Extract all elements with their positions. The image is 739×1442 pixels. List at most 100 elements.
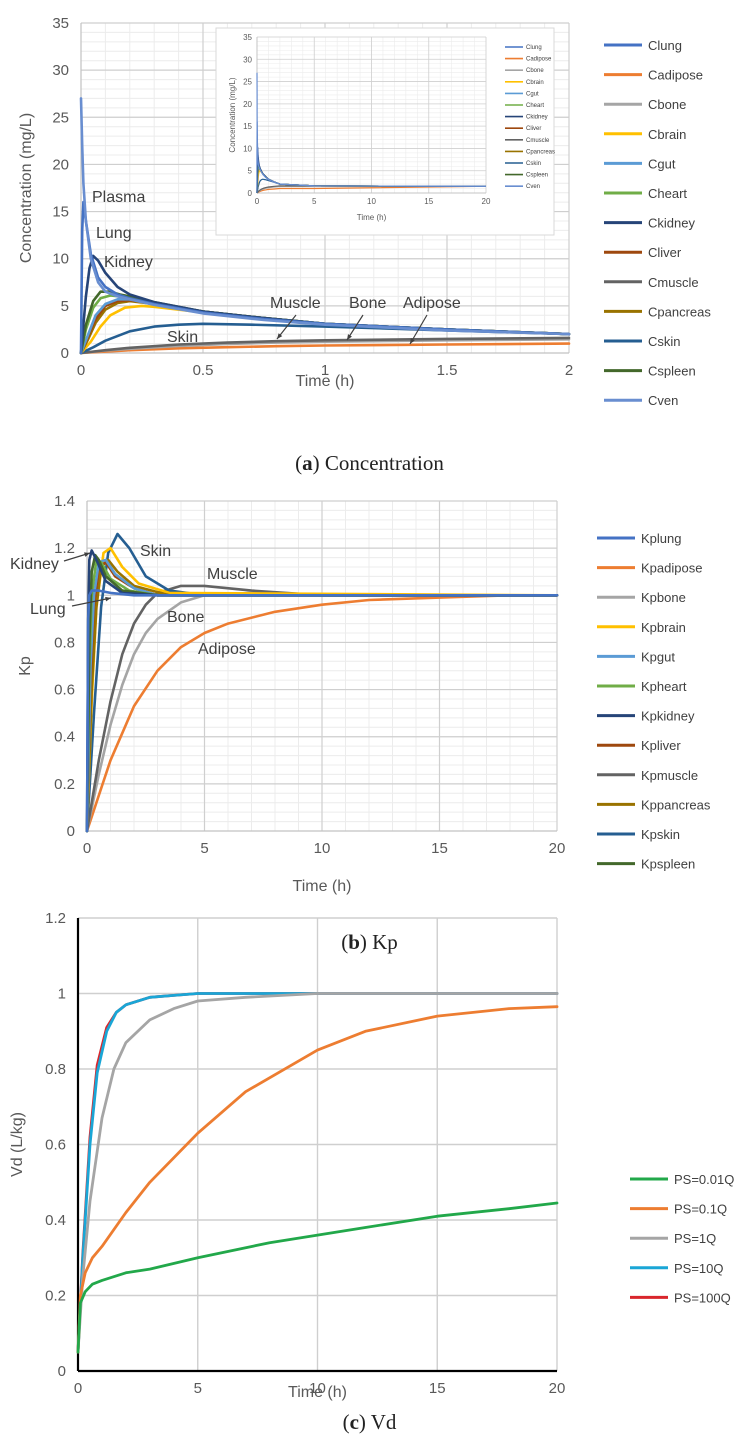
chart-b-y-tick-label: 0.8 [54,634,75,651]
chart-a-x-tick-label: 2 [565,362,573,379]
chart-c-y-tick-label: 1.2 [45,910,66,927]
chart-a-legend-label-clung: Clung [648,38,682,53]
caption-c: (c) Vd [0,1410,739,1435]
chart-b-legend-label-kpspleen: Kpspleen [641,857,695,872]
chart-b-x-axis-title: Time (h) [293,878,352,895]
chart-b-annotation-muscle: Muscle [207,566,258,583]
chart-b-legend-label-kpskin: Kpskin [641,827,680,842]
chart-a-legend-label-cpancreas: Cpancreas [648,304,711,319]
inset-legend-label-cheart: Cheart [526,103,544,109]
chart-b-legend-label-kpadipose: Kpadipose [641,561,702,576]
chart-c-y-tick-label: 1 [58,986,66,1003]
chart-c-y-tick-label: 0.6 [45,1137,66,1154]
chart-b-chart: 0 5 10 15 2000.20.40.60.811.21.4Time (h)KpKp… [10,493,711,895]
chart-a-legend-label-cliver: Cliver [648,245,682,260]
chart-a-y-tick-label: 5 [61,298,69,315]
chart-b-y-axis-title: Kp [17,656,34,676]
chart-c-y-tick-label: 0.4 [45,1212,66,1229]
chart-b-legend-label-kpbone: Kpbone [641,590,686,605]
chart-a-legend-label-cmuscle: Cmuscle [648,275,699,290]
inset-legend-label-cadipose: Cadipose [526,57,552,63]
inset-legend-label-cpancreas: Cpancreas [526,149,555,155]
chart-a-annotation-plasma: Plasma [92,189,145,206]
inset-y-tick-label: 0 [248,189,253,198]
chart-b-y-tick-label: 0.2 [54,776,75,793]
chart-a-annotation-adipose: Adipose [403,295,461,312]
chart-a-legend-label-cspleen: Cspleen [648,364,696,379]
chart-a-y-tick-label: 35 [52,15,69,32]
chart-c-legend-label-ps-0-1q: PS=0.1Q [674,1202,727,1217]
chart-a-legend-label-cadipose: Cadipose [648,68,703,83]
chart-b-x-tick-label: 20 [549,840,566,857]
caption-b-text: Kp [367,930,398,954]
chart-c-chart: 0 5 10 15 20 0 0.2 0.4 0.6 0.8 1 1.2 Time (h) Vd (L/k… [9,910,734,1401]
inset-x-tick-label: 5 [312,197,317,206]
chart-c-y-tick-label: 0 [58,1363,66,1380]
chart-c-x-tick-label: 20 [549,1380,566,1397]
chart-a-legend-label-cven: Cven [648,393,678,408]
chart-c-x-tick-label: 5 [194,1380,202,1397]
chart-b-legend-label-kpheart: Kpheart [641,679,687,694]
chart-b-y-tick-label: 0.4 [54,729,75,746]
inset-legend-label-cliver: Cliver [526,126,541,132]
chart-b-y-tick-label: 1 [67,587,75,604]
chart-b-x-tick-label: 0 [83,840,91,857]
chart-a-y-tick-label: 20 [52,156,69,173]
chart-a-annotation-kidney: Kidney [104,254,153,271]
chart-a-y-tick-label: 15 [52,204,69,221]
inset-legend-label-cbrain: Cbrain [526,80,544,86]
chart-b-y-tick-label: 0.6 [54,682,75,699]
inset-legend-label-ckidney: Ckidney [526,115,548,121]
caption-a-letter: a [302,451,313,475]
inset-x-tick-label: 20 [482,197,491,206]
figure-canvas: 0 0.5 1 1.5 205101520253035Time (h)Concentra… [0,0,739,1442]
caption-a: (a) Concentration [0,451,739,476]
chart-a-y-tick-label: 30 [52,62,69,79]
caption-b-letter: b [348,930,360,954]
chart-b-annotation-adipose: Adipose [198,641,256,658]
chart-a-x-tick-label: 1.5 [437,362,458,379]
chart-c-y-axis-title: Vd (L/kg) [9,1112,26,1177]
inset-y-tick-label: 15 [243,122,252,131]
inset-legend-label-cspleen: Cspleen [526,173,548,179]
chart-c-x-tick-label: 0 [74,1380,82,1397]
chart-b-annotation-lung: Lung [30,601,66,618]
chart-c-y-tick-label: 0.2 [45,1288,66,1305]
chart-c-x-axis-title: Time (h) [288,1384,347,1401]
chart-b-annotation-bone: Bone [167,609,204,626]
chart-b-y-tick-label: 0 [67,823,75,840]
chart-b-y-tick-label: 1.4 [54,493,75,510]
chart-b-legend-label-kpmuscle: Kpmuscle [641,768,698,783]
inset-y-tick-label: 20 [243,100,252,109]
chart-a-inset: 0 5 10 15 20 0 5 10 15 20 25 30 35 Time (h) Concentrat… [216,28,555,235]
chart-c-y-tick-label: 0.8 [45,1061,66,1078]
chart-b-x-tick-label: 15 [431,840,448,857]
inset-y-tick-label: 5 [248,167,253,176]
chart-b-y-tick-label: 1.2 [54,540,75,557]
chart-b-legend-label-kpliver: Kpliver [641,738,681,753]
chart-a-annotation-muscle: Muscle [270,295,321,312]
chart-a-y-tick-label: 25 [52,109,69,126]
chart-a-annotation-lung: Lung [96,225,132,242]
chart-c-legend-label-ps-100q: PS=100Q [674,1290,731,1305]
inset-x-tick-label: 15 [424,197,433,206]
chart-b-legend-label-kplung: Kplung [641,531,681,546]
inset-legend-label-cskin: Cskin [526,161,541,167]
chart-b-annotation-kidney: Kidney [10,556,59,573]
caption-a-text: Concentration [320,451,444,475]
chart-a-annotation-bone: Bone [349,295,386,312]
inset-y-tick-label: 10 [243,144,252,153]
inset-y-tick-label: 25 [243,78,252,87]
inset-legend-label-cven: Cven [526,184,540,190]
chart-a-x-tick-label: 0 [77,362,85,379]
caption-b: (b) Kp [0,930,739,955]
chart-b-legend-label-kpbrain: Kpbrain [641,620,686,635]
chart-a-legend-label-cheart: Cheart [648,186,687,201]
chart-c-x-tick-label: 15 [429,1380,446,1397]
caption-c-text: Vd [366,1410,397,1434]
chart-a-legend-label-cskin: Cskin [648,334,681,349]
chart-b-legend-label-kpkidney: Kpkidney [641,709,695,724]
chart-a-legend-label-cbone: Cbone [648,97,686,112]
chart-a-legend-label-cbrain: Cbrain [648,127,686,142]
chart-a-y-tick-label: 0 [61,345,69,362]
